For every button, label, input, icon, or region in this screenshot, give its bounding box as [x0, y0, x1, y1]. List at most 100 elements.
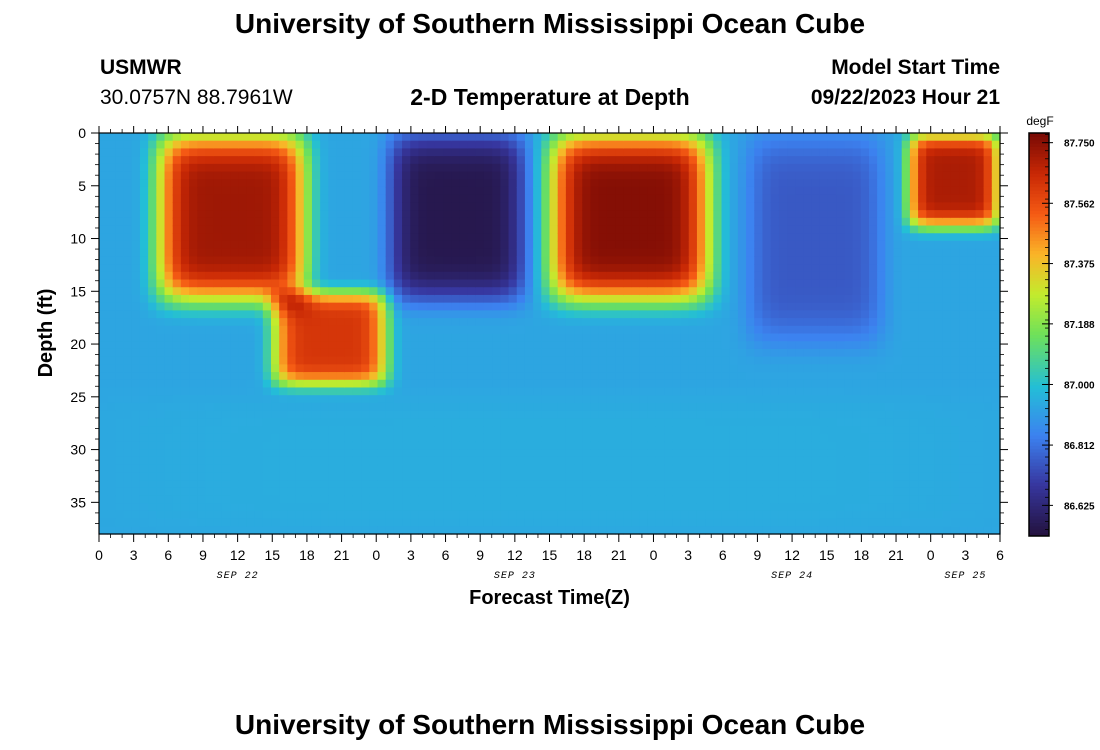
heatmap-cell	[254, 456, 264, 466]
heatmap-cell	[664, 171, 673, 180]
heatmap-cell	[246, 133, 256, 142]
heatmap-cell	[844, 441, 854, 450]
heatmap-cell	[664, 364, 673, 373]
heatmap-cell	[623, 156, 633, 165]
heatmap-cell	[139, 240, 149, 250]
heatmap-cell	[524, 294, 534, 304]
heatmap-cell	[189, 495, 198, 504]
heatmap-cell	[344, 148, 354, 157]
heatmap-cell	[836, 433, 845, 443]
heatmap-cell	[590, 441, 600, 450]
heatmap-cell	[377, 426, 387, 435]
heatmap-cell	[320, 410, 329, 419]
heatmap-cell	[737, 179, 747, 188]
heatmap-cell	[639, 310, 649, 319]
heatmap-cell	[803, 402, 813, 412]
heatmap-cell	[574, 294, 583, 304]
heatmap-cell	[729, 240, 739, 250]
heatmap-cell	[443, 325, 452, 335]
heatmap-cell	[197, 179, 207, 188]
heatmap-cell	[836, 133, 845, 142]
heatmap-cell	[836, 318, 845, 327]
heatmap-cell	[729, 487, 739, 497]
heatmap-cell	[565, 271, 575, 281]
heatmap-cell	[500, 372, 510, 381]
heatmap-cell	[311, 279, 321, 288]
heatmap-cell	[877, 518, 886, 527]
heatmap-cell	[836, 379, 845, 389]
heatmap-cell	[156, 441, 166, 450]
heatmap-cell	[434, 202, 444, 211]
heatmap-cell	[156, 503, 166, 512]
heatmap-cell	[287, 472, 297, 481]
heatmap-cell	[385, 294, 395, 304]
heatmap-cell	[303, 264, 313, 273]
heatmap-cell	[320, 302, 329, 311]
heatmap-cell	[508, 194, 518, 203]
heatmap-cell	[868, 248, 878, 257]
heatmap-cell	[868, 271, 878, 281]
heatmap-cell	[795, 302, 805, 311]
heatmap-cell	[180, 294, 190, 304]
heatmap-cell	[631, 333, 641, 342]
heatmap-cell	[795, 356, 805, 365]
heatmap-cell	[107, 456, 116, 466]
heatmap-cell	[787, 179, 796, 188]
heatmap-cell	[688, 233, 698, 242]
heatmap-cell	[705, 171, 714, 180]
heatmap-cell	[254, 310, 264, 319]
heatmap-cell	[631, 202, 641, 211]
heatmap-cell	[328, 325, 338, 335]
heatmap-cell	[574, 410, 583, 419]
heatmap-cell	[770, 364, 780, 373]
heatmap-cell	[336, 456, 346, 466]
heatmap-cell	[115, 379, 125, 389]
heatmap-cell	[549, 156, 559, 165]
heatmap-cell	[639, 364, 649, 373]
heatmap-cell	[475, 348, 485, 358]
heatmap-cell	[475, 248, 485, 257]
heatmap-cell	[811, 433, 821, 443]
heatmap-cell	[295, 210, 305, 219]
heatmap-cell	[533, 140, 542, 150]
heatmap-cell	[647, 418, 657, 427]
heatmap-cell	[459, 387, 469, 396]
heatmap-cell	[303, 202, 313, 211]
heatmap-cell	[434, 402, 444, 412]
heatmap-cell	[762, 449, 772, 458]
heatmap-cell	[705, 510, 714, 520]
heatmap-cell	[590, 480, 600, 489]
heatmap-cell	[271, 325, 280, 335]
heatmap-cell	[705, 333, 714, 342]
heatmap-cell	[139, 341, 149, 350]
heatmap-cell	[418, 402, 428, 412]
heatmap-cell	[213, 402, 223, 412]
heatmap-cell	[533, 433, 542, 443]
heatmap-cell	[434, 148, 444, 157]
heatmap-cell	[787, 194, 796, 203]
heatmap-cell	[164, 156, 174, 165]
heatmap-cell	[860, 503, 870, 512]
heatmap-cell	[803, 240, 813, 250]
heatmap-cell	[99, 356, 108, 365]
heatmap-cell	[795, 240, 805, 250]
heatmap-cell	[131, 526, 141, 535]
heatmap-cell	[762, 495, 772, 504]
heatmap-cell	[123, 233, 133, 242]
heatmap-cell	[746, 186, 755, 196]
heatmap-cell	[795, 456, 805, 466]
heatmap-cell	[606, 379, 616, 389]
heatmap-cell	[238, 171, 248, 180]
heatmap-cell	[369, 248, 379, 257]
heatmap-cell	[352, 526, 362, 535]
heatmap-cell	[172, 194, 182, 203]
heatmap-cell	[180, 156, 190, 165]
heatmap-cell	[852, 279, 862, 288]
heatmap-cell	[549, 518, 559, 527]
heatmap-cell	[565, 171, 575, 180]
heatmap-cell	[271, 186, 280, 196]
heatmap-cell	[230, 518, 239, 527]
heatmap-cell	[254, 248, 264, 257]
heatmap-cell	[287, 140, 297, 150]
heatmap-cell	[311, 372, 321, 381]
